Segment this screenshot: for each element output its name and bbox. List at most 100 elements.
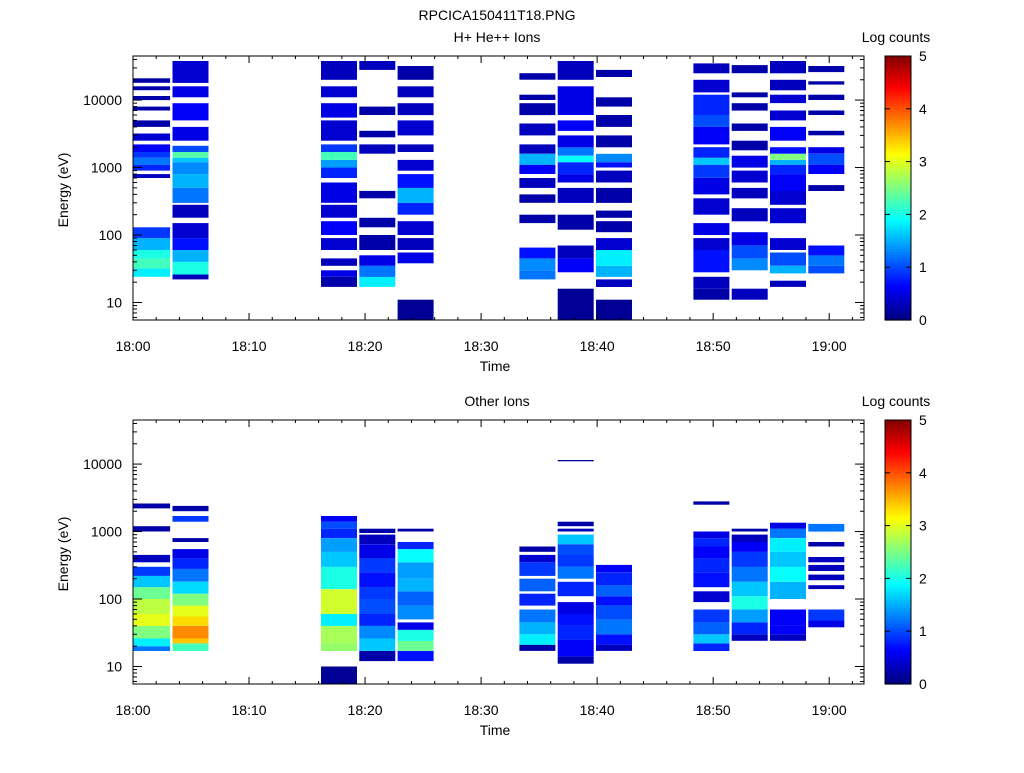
heatmap-cell <box>808 620 845 628</box>
y-tick-label: 10000 <box>83 456 122 472</box>
colorbar-swatch <box>885 296 911 300</box>
colorbar-swatch <box>885 71 911 76</box>
colorbar-swatch <box>885 670 911 675</box>
colorbar-swatch <box>885 114 911 118</box>
heatmap-cell <box>397 591 434 606</box>
heatmap-cell <box>397 622 434 630</box>
colorbar-swatch <box>885 668 911 672</box>
heatmap-cell <box>519 634 556 645</box>
colorbar-swatch <box>885 504 911 508</box>
colorbar-swatch <box>885 238 911 242</box>
panel-2-colorbar: 0 1 2 3 4 5 <box>884 412 927 692</box>
heatmap-cell <box>557 174 594 183</box>
heatmap-cell <box>770 528 806 538</box>
heatmap-cell <box>519 214 556 224</box>
heatmap-cell <box>321 566 357 590</box>
panel-1-colorbar: 0 1 2 3 4 5 <box>884 48 927 328</box>
colorbar-swatch <box>885 470 911 474</box>
heatmap-cell <box>133 78 171 83</box>
colorbar-swatch <box>885 678 911 682</box>
colorbar-tick-label: 4 <box>919 465 927 481</box>
heatmap-cell <box>808 557 845 563</box>
heatmap-cell <box>596 634 632 645</box>
heatmap-cell <box>133 227 171 239</box>
heatmap-cell <box>172 261 209 275</box>
y-tick-label: 10 <box>106 658 122 674</box>
heatmap-cell <box>808 574 845 581</box>
colorbar-swatch <box>885 214 911 218</box>
heatmap-cell <box>693 63 730 74</box>
colorbar-swatch <box>885 306 911 311</box>
colorbar-swatch <box>885 275 911 279</box>
heatmap-cell <box>693 276 730 289</box>
heatmap-cell <box>731 123 768 131</box>
colorbar-swatch <box>885 596 911 601</box>
colorbar-swatch <box>885 272 911 276</box>
heatmap-cell <box>172 616 209 626</box>
heatmap-cell <box>133 575 171 588</box>
colorbar-swatch <box>885 665 911 669</box>
heatmap-cell <box>397 605 434 620</box>
heatmap-cell <box>557 656 594 664</box>
colorbar-swatch <box>885 124 911 128</box>
colorbar-swatch <box>885 581 911 585</box>
colorbar-swatch <box>885 610 911 614</box>
heatmap-cell <box>731 92 768 98</box>
heatmap-cell <box>731 581 768 597</box>
colorbar-swatch <box>885 541 911 545</box>
heatmap-cell <box>359 572 396 588</box>
heatmap-cell <box>596 69 632 77</box>
colorbar-swatch <box>885 87 911 91</box>
heatmap-cell <box>557 521 594 527</box>
heatmap-cell <box>397 299 434 320</box>
x-tick-label: 18:20 <box>348 702 383 718</box>
heatmap-cell <box>596 596 632 606</box>
heatmap-cell <box>321 258 357 266</box>
colorbar-swatch <box>885 69 911 73</box>
heatmap-cell <box>172 61 209 83</box>
colorbar-tick-label: 1 <box>919 623 927 639</box>
heatmap-cell <box>770 126 806 141</box>
heatmap-cell <box>808 255 845 266</box>
colorbar-tick-label: 0 <box>919 676 927 692</box>
heatmap-cell <box>596 115 632 127</box>
heatmap-cell <box>731 528 768 532</box>
heatmap-cell <box>172 593 209 606</box>
heatmap-cell <box>519 644 556 651</box>
heatmap-cell <box>172 558 209 569</box>
colorbar-swatch <box>885 74 911 78</box>
heatmap-cell <box>321 589 357 614</box>
colorbar-swatch <box>885 206 911 210</box>
y-tick-label: 100 <box>99 591 123 607</box>
heatmap-cell <box>359 599 396 614</box>
colorbar-swatch <box>885 180 911 184</box>
heatmap-cell <box>397 549 434 563</box>
x-tick-label: 19:00 <box>812 338 847 354</box>
colorbar-swatch <box>885 575 911 579</box>
heatmap-cell <box>133 638 171 647</box>
heatmap-cell <box>693 538 730 547</box>
colorbar-swatch <box>885 594 911 598</box>
x-tick-label: 18:00 <box>115 702 150 718</box>
heatmap-cell <box>133 503 171 509</box>
colorbar-swatch <box>885 82 911 86</box>
x-tick-label: 18:20 <box>348 338 383 354</box>
heatmap-cell <box>596 170 632 183</box>
heatmap-cell <box>397 238 434 250</box>
colorbar-frame <box>884 55 912 321</box>
x-tick-label: 18:10 <box>232 702 267 718</box>
colorbar-swatch <box>885 98 911 102</box>
heatmap-cell <box>557 245 594 259</box>
heatmap-cell <box>397 187 434 203</box>
colorbar-swatch <box>885 188 911 192</box>
heatmap-cell <box>359 534 396 545</box>
heatmap-cell <box>557 528 594 532</box>
heatmap-cell <box>731 187 768 199</box>
heatmap-cell <box>808 147 845 154</box>
colorbar-swatch <box>885 256 911 260</box>
colorbar-swatch <box>885 588 911 593</box>
heatmap-cell <box>557 614 594 626</box>
colorbar-tick-label: 2 <box>919 570 927 586</box>
colorbar-swatch <box>885 425 911 429</box>
